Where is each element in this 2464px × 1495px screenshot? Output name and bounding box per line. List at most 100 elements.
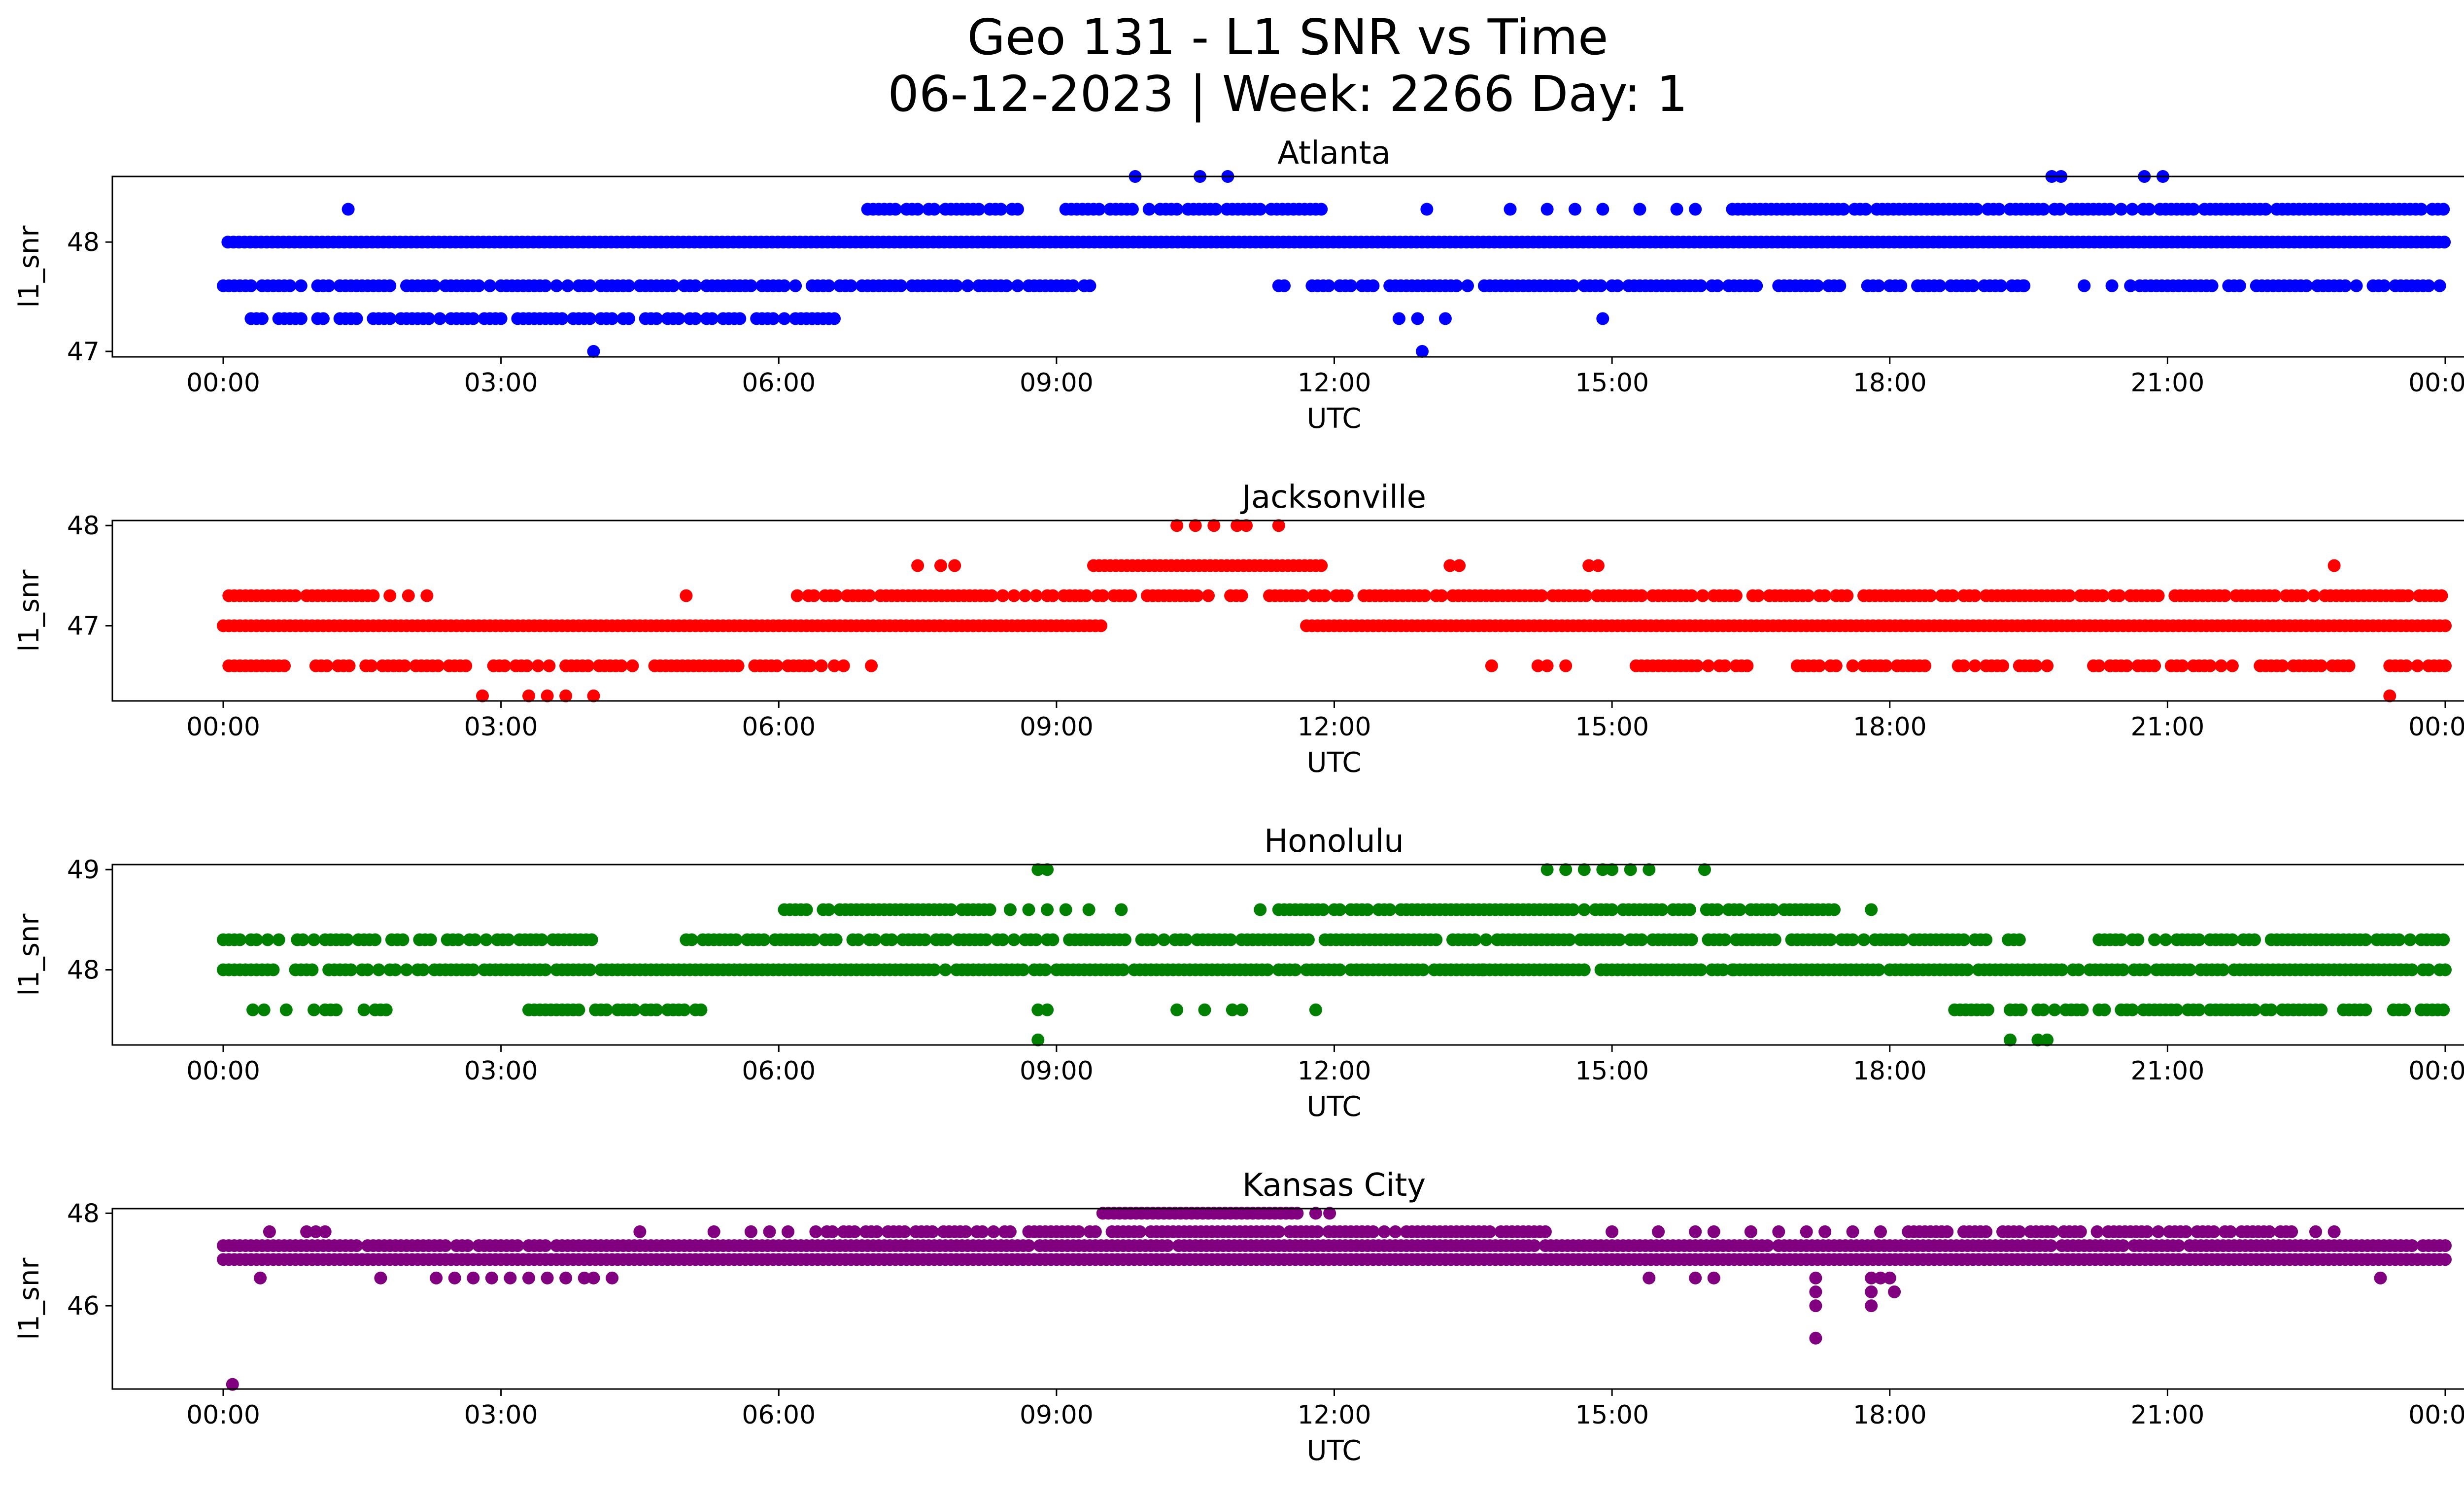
scatter-point	[1966, 279, 1980, 292]
scatter-point	[1613, 933, 1626, 946]
scatter-point	[767, 312, 780, 325]
scatter-point	[308, 1003, 321, 1016]
scatter-point	[1846, 933, 1859, 946]
scatter-point	[1476, 963, 1489, 976]
x-tick-label: 06:00	[742, 368, 816, 398]
scatter-point	[1315, 559, 1328, 572]
scatter-point	[344, 963, 358, 976]
x-tick-label: 00:00	[2408, 1056, 2464, 1086]
scatter-point	[1224, 933, 1237, 946]
scatter-point	[1957, 933, 1970, 946]
scatter-point	[2422, 279, 2435, 292]
scatter-point	[1577, 903, 1591, 916]
scatter-point	[1994, 279, 2008, 292]
scatter-point	[1872, 279, 1885, 292]
panel-title: Jacksonville	[1240, 479, 1426, 516]
scatter-point	[1970, 203, 1984, 216]
scatter-point	[539, 963, 552, 976]
panel-kansas-city: Kansas City 00:00 03:00 06:00 09:00 12:00 15:0…	[13, 1167, 2464, 1467]
scatter-point	[2176, 659, 2189, 672]
scatter-point	[257, 1003, 271, 1016]
x-tick-label: 12:00	[1298, 1056, 1371, 1086]
scatter-point	[2215, 659, 2228, 672]
scatter-point	[1022, 903, 1035, 916]
scatter-point	[559, 689, 573, 702]
scatter-point	[1811, 279, 1824, 292]
scatter-point	[985, 589, 998, 602]
scatter-point	[1289, 963, 1302, 976]
scatter-point	[522, 1271, 535, 1285]
scatter-point	[1011, 203, 1024, 216]
scatter-point	[461, 1239, 474, 1252]
scatter-point	[706, 312, 719, 325]
x-axis-label: UTC	[1306, 1435, 1361, 1467]
scatter-point	[539, 279, 552, 292]
scatter-point	[1577, 863, 1591, 876]
scatter-point	[341, 933, 354, 946]
x-tick-label: 00:00	[2408, 368, 2464, 398]
scatter-point	[2090, 1225, 2104, 1238]
scatter-point	[1133, 1225, 1146, 1238]
scatter-point	[1874, 1225, 1887, 1238]
scatter-point	[1393, 312, 1405, 325]
scatter-point	[1933, 279, 1947, 292]
scatter-point	[1278, 279, 1291, 292]
scatter-point	[1226, 1003, 1239, 1016]
scatter-point	[1733, 903, 1746, 916]
x-tick-label: 00:00	[2408, 1400, 2464, 1430]
scatter-point	[431, 659, 445, 672]
scatter-point	[615, 659, 628, 672]
scatter-point	[398, 659, 411, 672]
scatter-point	[2403, 933, 2417, 946]
scatter-point	[587, 1271, 600, 1285]
scatter-point	[1007, 933, 1021, 946]
scatter-point	[822, 903, 835, 916]
scatter-point	[1235, 1003, 1248, 1016]
scatter-point	[494, 312, 508, 325]
scatter-point	[694, 1003, 708, 1016]
x-tick-label: 09:00	[1020, 368, 1094, 398]
x-tick-label: 18:00	[1853, 1056, 1927, 1086]
scatter-point	[2393, 589, 2406, 602]
y-axis-label: l1_snr	[13, 913, 45, 996]
scatter-point	[309, 1225, 322, 1238]
panel-atlanta: Atlanta 00:00 03:00 06:00 09:00 12:00 15:00 18:…	[13, 135, 2464, 435]
scatter-point	[2179, 1225, 2192, 1238]
scatter-point	[2359, 933, 2372, 946]
x-tick-label: 00:00	[186, 712, 260, 742]
scatter-point	[2148, 659, 2161, 672]
scatter-point	[369, 933, 382, 946]
scatter-point	[950, 279, 963, 292]
scatter-point	[2187, 203, 2200, 216]
scatter-point	[2096, 589, 2109, 602]
scatter-point	[2013, 933, 2026, 946]
scatter-point	[1918, 659, 1932, 672]
scatter-point	[1080, 589, 1093, 602]
scatter-point	[1540, 203, 1554, 216]
scatter-point	[1029, 933, 1043, 946]
scatter-point	[555, 312, 569, 325]
scatter-point	[778, 279, 791, 292]
scatter-point	[1340, 589, 1354, 602]
scatter-point	[1865, 1271, 1878, 1285]
scatter-point	[2046, 1225, 2059, 1238]
scatter-point	[469, 933, 481, 946]
scatter-point	[2439, 1239, 2452, 1252]
scatter-point	[1883, 1271, 1896, 1285]
scatter-point	[572, 1003, 585, 1016]
scatter-point	[1198, 1003, 1211, 1016]
scatter-point	[1643, 863, 1656, 876]
scatter-point	[2207, 1225, 2221, 1238]
scatter-point	[1809, 1299, 1822, 1313]
scatter-point	[2276, 659, 2289, 672]
scatter-point	[1309, 1207, 1322, 1220]
scatter-point	[361, 963, 375, 976]
scatter-point	[2126, 203, 2139, 216]
scatter-point	[587, 689, 600, 702]
scatter-point	[539, 1239, 552, 1252]
scatter-point	[1535, 589, 1548, 602]
scatter-point	[863, 589, 876, 602]
scatter-point	[582, 659, 595, 672]
scatter-point	[289, 589, 302, 602]
y-tick-label: 48	[67, 956, 100, 985]
